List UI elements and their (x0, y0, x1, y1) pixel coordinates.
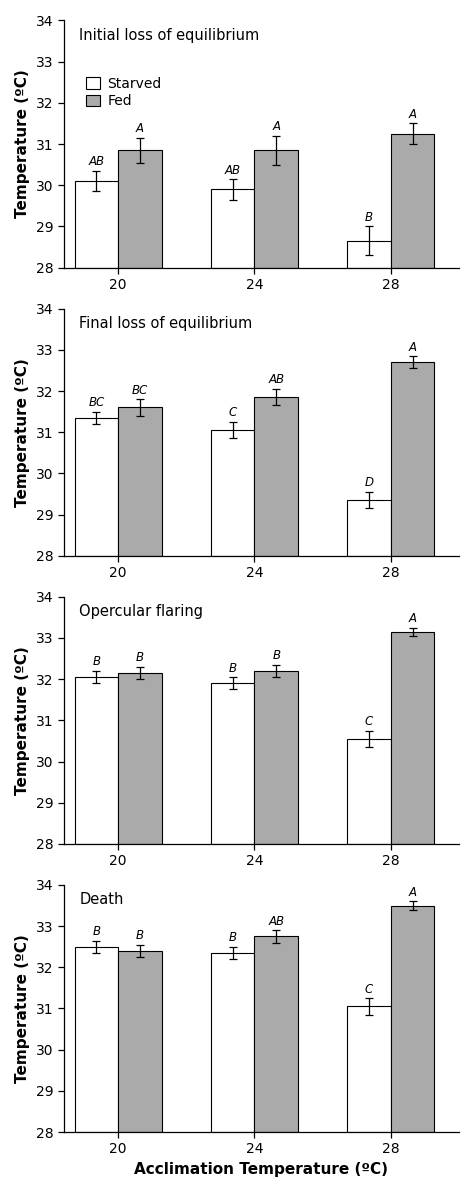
Bar (347, 241, 391, 268)
Text: B: B (365, 211, 373, 224)
Text: B: B (92, 925, 100, 938)
Text: A: A (409, 108, 417, 122)
Text: B: B (228, 931, 237, 944)
Y-axis label: Temperature (ºC): Temperature (ºC) (15, 646, 30, 795)
Bar (347, 739, 391, 844)
Text: AB: AB (268, 373, 284, 386)
Bar (255, 150, 298, 268)
Text: B: B (136, 651, 144, 664)
Bar (118, 673, 162, 844)
Text: Opercular flaring: Opercular flaring (80, 604, 203, 619)
Legend: Starved, Fed: Starved, Fed (86, 76, 162, 108)
Text: B: B (136, 930, 144, 942)
Bar (391, 632, 435, 844)
Bar (118, 150, 162, 268)
X-axis label: Acclimation Temperature (ºC): Acclimation Temperature (ºC) (134, 1162, 388, 1177)
Text: B: B (228, 662, 237, 675)
Bar (347, 501, 391, 555)
Bar (211, 190, 255, 268)
Bar (211, 430, 255, 555)
Bar (255, 397, 298, 555)
Bar (347, 1006, 391, 1132)
Text: AB: AB (268, 914, 284, 927)
Text: AB: AB (88, 155, 104, 168)
Text: BC: BC (132, 384, 148, 397)
Bar (74, 417, 118, 555)
Text: BC: BC (88, 396, 104, 409)
Y-axis label: Temperature (ºC): Temperature (ºC) (15, 935, 30, 1082)
Text: C: C (365, 715, 373, 728)
Bar (255, 671, 298, 844)
Text: A: A (409, 886, 417, 899)
Text: Death: Death (80, 893, 124, 907)
Bar (391, 362, 435, 555)
Bar (211, 952, 255, 1132)
Text: A: A (136, 123, 144, 136)
Text: Final loss of equilibrium: Final loss of equilibrium (80, 316, 253, 331)
Bar (255, 937, 298, 1132)
Text: Initial loss of equilibrium: Initial loss of equilibrium (80, 27, 260, 43)
Text: A: A (409, 613, 417, 625)
Bar (118, 951, 162, 1132)
Text: A: A (272, 120, 280, 134)
Text: AB: AB (225, 163, 241, 176)
Text: C: C (365, 982, 373, 995)
Bar (74, 946, 118, 1132)
Bar (211, 683, 255, 844)
Text: B: B (92, 656, 100, 669)
Y-axis label: Temperature (ºC): Temperature (ºC) (15, 69, 30, 218)
Bar (74, 181, 118, 268)
Bar (391, 906, 435, 1132)
Text: C: C (228, 406, 237, 420)
Text: A: A (409, 341, 417, 354)
Text: D: D (365, 477, 374, 490)
Y-axis label: Temperature (ºC): Temperature (ºC) (15, 358, 30, 507)
Bar (118, 408, 162, 555)
Bar (391, 134, 435, 268)
Text: B: B (272, 650, 280, 663)
Bar (74, 677, 118, 844)
